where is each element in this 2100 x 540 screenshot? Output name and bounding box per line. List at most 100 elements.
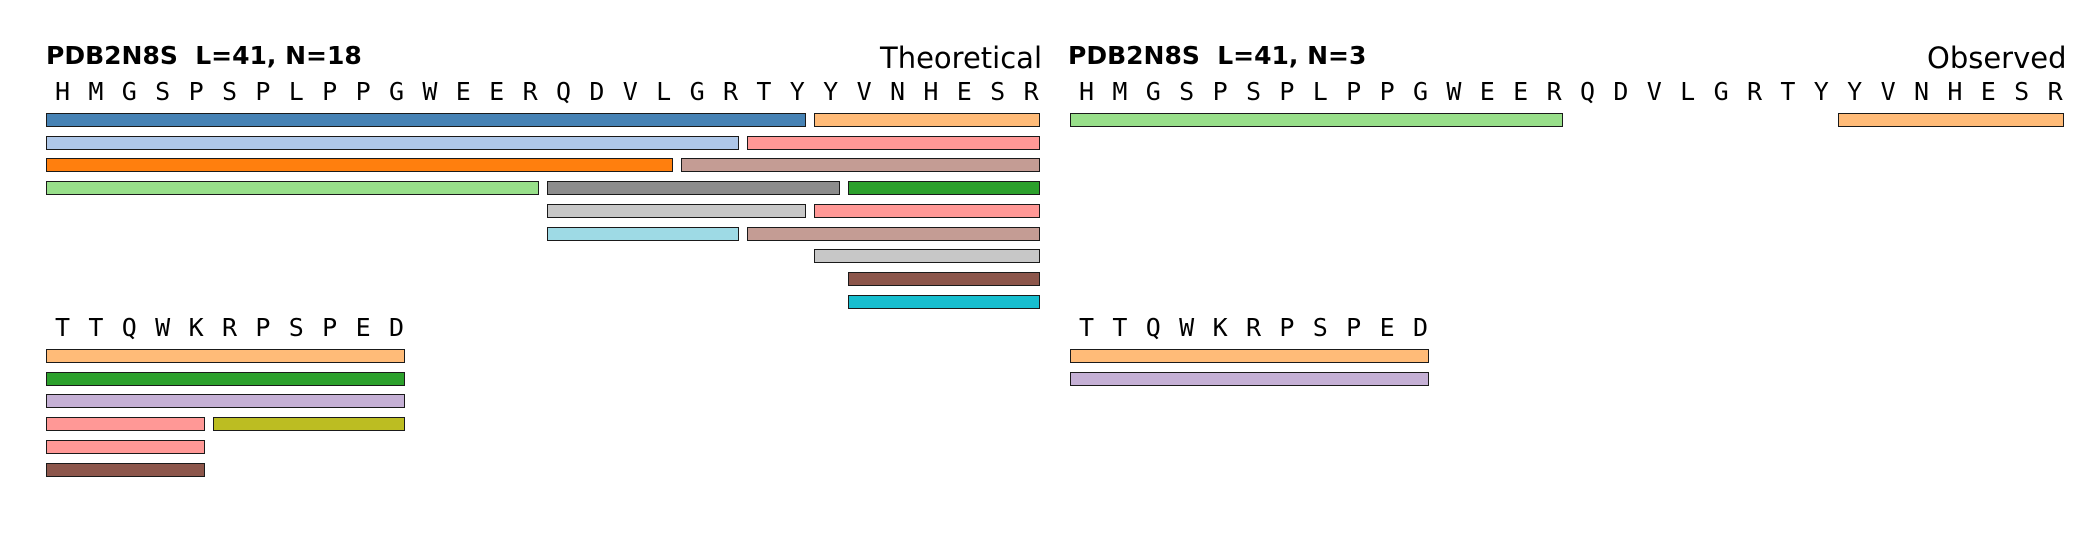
residue-letter: P <box>1212 77 1228 106</box>
residue-letter: W <box>155 313 171 342</box>
residue-letter: E <box>489 77 505 106</box>
coverage-segment <box>1070 349 1430 363</box>
residue-letter: E <box>1379 313 1395 342</box>
residue-letter: H <box>923 77 939 106</box>
residue-letter: E <box>1479 77 1495 106</box>
residue-letter: P <box>1279 313 1295 342</box>
residue-letter: Y <box>789 77 805 106</box>
theoretical-panel-title: PDB2N8S L=41, N=18 <box>46 41 362 70</box>
residue-letter: W <box>1179 313 1195 342</box>
residue-letter: E <box>355 313 371 342</box>
residue-letter: Y <box>1847 77 1863 106</box>
residue-letter: V <box>1880 77 1896 106</box>
residue-letter: R <box>2047 77 2063 106</box>
residue-letter: L <box>288 77 304 106</box>
coverage-segment <box>547 226 740 241</box>
residue-letter: R <box>1245 313 1262 342</box>
coverage-segment <box>46 135 740 150</box>
coverage-segment <box>46 462 205 477</box>
coverage-segment <box>46 113 807 127</box>
residue-letter: T <box>1112 313 1128 342</box>
residue-letter: P <box>188 77 204 106</box>
residue-letter: E <box>1513 77 1529 106</box>
residue-letter: G <box>689 77 705 106</box>
residue-letter: L <box>1680 77 1696 106</box>
residue-letter: Q <box>1579 77 1596 106</box>
residue-letter: S <box>1179 77 1195 106</box>
residue-letter: E <box>1980 77 1996 106</box>
residue-letter: Q <box>1145 313 1161 342</box>
coverage-segment <box>847 181 1040 196</box>
residue-letter: H <box>1947 77 1963 106</box>
residue-letter: G <box>388 77 405 106</box>
residue-letter: M <box>88 77 104 106</box>
residue-letter: G <box>1412 77 1429 106</box>
residue-letter: T <box>1078 313 1095 342</box>
residue-letter: Y <box>823 77 839 106</box>
residue-letter: V <box>1646 77 1662 106</box>
residue-letter: P <box>322 313 338 342</box>
residue-letter: G <box>121 77 137 106</box>
coverage-segment <box>680 158 1040 173</box>
theoretical-panel-label: Theoretical <box>880 41 1043 75</box>
residue-letter: H <box>1078 77 1095 106</box>
residue-letter: M <box>1112 77 1128 106</box>
coverage-segment <box>213 417 406 432</box>
coverage-segment <box>847 294 1040 309</box>
coverage-segment <box>547 181 840 196</box>
residue-letter: D <box>1412 313 1429 342</box>
residue-letter: P <box>355 77 371 106</box>
coverage-segment <box>814 249 1040 264</box>
residue-letter: S <box>288 313 304 342</box>
residue-letter: D <box>1613 77 1629 106</box>
residue-letter: T <box>756 77 772 106</box>
residue-letter: L <box>656 77 672 106</box>
coverage-segment <box>747 226 1040 241</box>
residue-letter: R <box>221 313 238 342</box>
residue-letter: V <box>856 77 872 106</box>
residue-letter: S <box>155 77 171 106</box>
coverage-segment <box>547 203 807 218</box>
residue-letter: R <box>1546 77 1562 106</box>
residue-letter: R <box>1746 77 1763 106</box>
coverage-segment <box>1070 113 1563 127</box>
residue-letter: R <box>1023 77 1039 106</box>
residue-letter: Y <box>1813 77 1829 106</box>
residue-letter: G <box>1145 77 1161 106</box>
residue-letter: L <box>1312 77 1328 106</box>
residue-letter: P <box>1279 77 1295 106</box>
residue-letter: D <box>388 313 405 342</box>
residue-letter: T <box>1780 77 1796 106</box>
residue-letter: E <box>455 77 471 106</box>
residue-letter: E <box>956 77 972 106</box>
coverage-segment <box>847 271 1040 286</box>
residue-letter: S <box>221 77 238 106</box>
residue-letter: K <box>1212 313 1228 342</box>
coverage-segment <box>1838 113 2064 127</box>
residue-letter: T <box>54 313 71 342</box>
residue-letter: N <box>1913 77 1930 106</box>
residue-letter: Q <box>121 313 137 342</box>
residue-letter: W <box>1446 77 1462 106</box>
coverage-segment <box>46 158 673 173</box>
residue-letter: R <box>522 77 538 106</box>
residue-letter: T <box>88 313 104 342</box>
residue-letter: P <box>1346 313 1362 342</box>
residue-letter: H <box>54 77 71 106</box>
coverage-segment <box>46 181 539 196</box>
residue-letter: P <box>255 77 271 106</box>
residue-letter: G <box>1713 77 1729 106</box>
residue-letter: D <box>589 77 605 106</box>
coverage-segment <box>46 349 406 363</box>
coverage-segment <box>747 135 1040 150</box>
residue-letter: S <box>1245 77 1262 106</box>
residue-letter: P <box>1379 77 1395 106</box>
residue-letter: S <box>2014 77 2030 106</box>
observed-panel-title: PDB2N8S L=41, N=3 <box>1068 41 1367 70</box>
coverage-segment <box>46 371 406 386</box>
coverage-segment <box>814 113 1040 127</box>
observed-panel-label: Observed <box>1927 41 2067 75</box>
coverage-segment <box>46 394 406 409</box>
residue-letter: P <box>1346 77 1362 106</box>
